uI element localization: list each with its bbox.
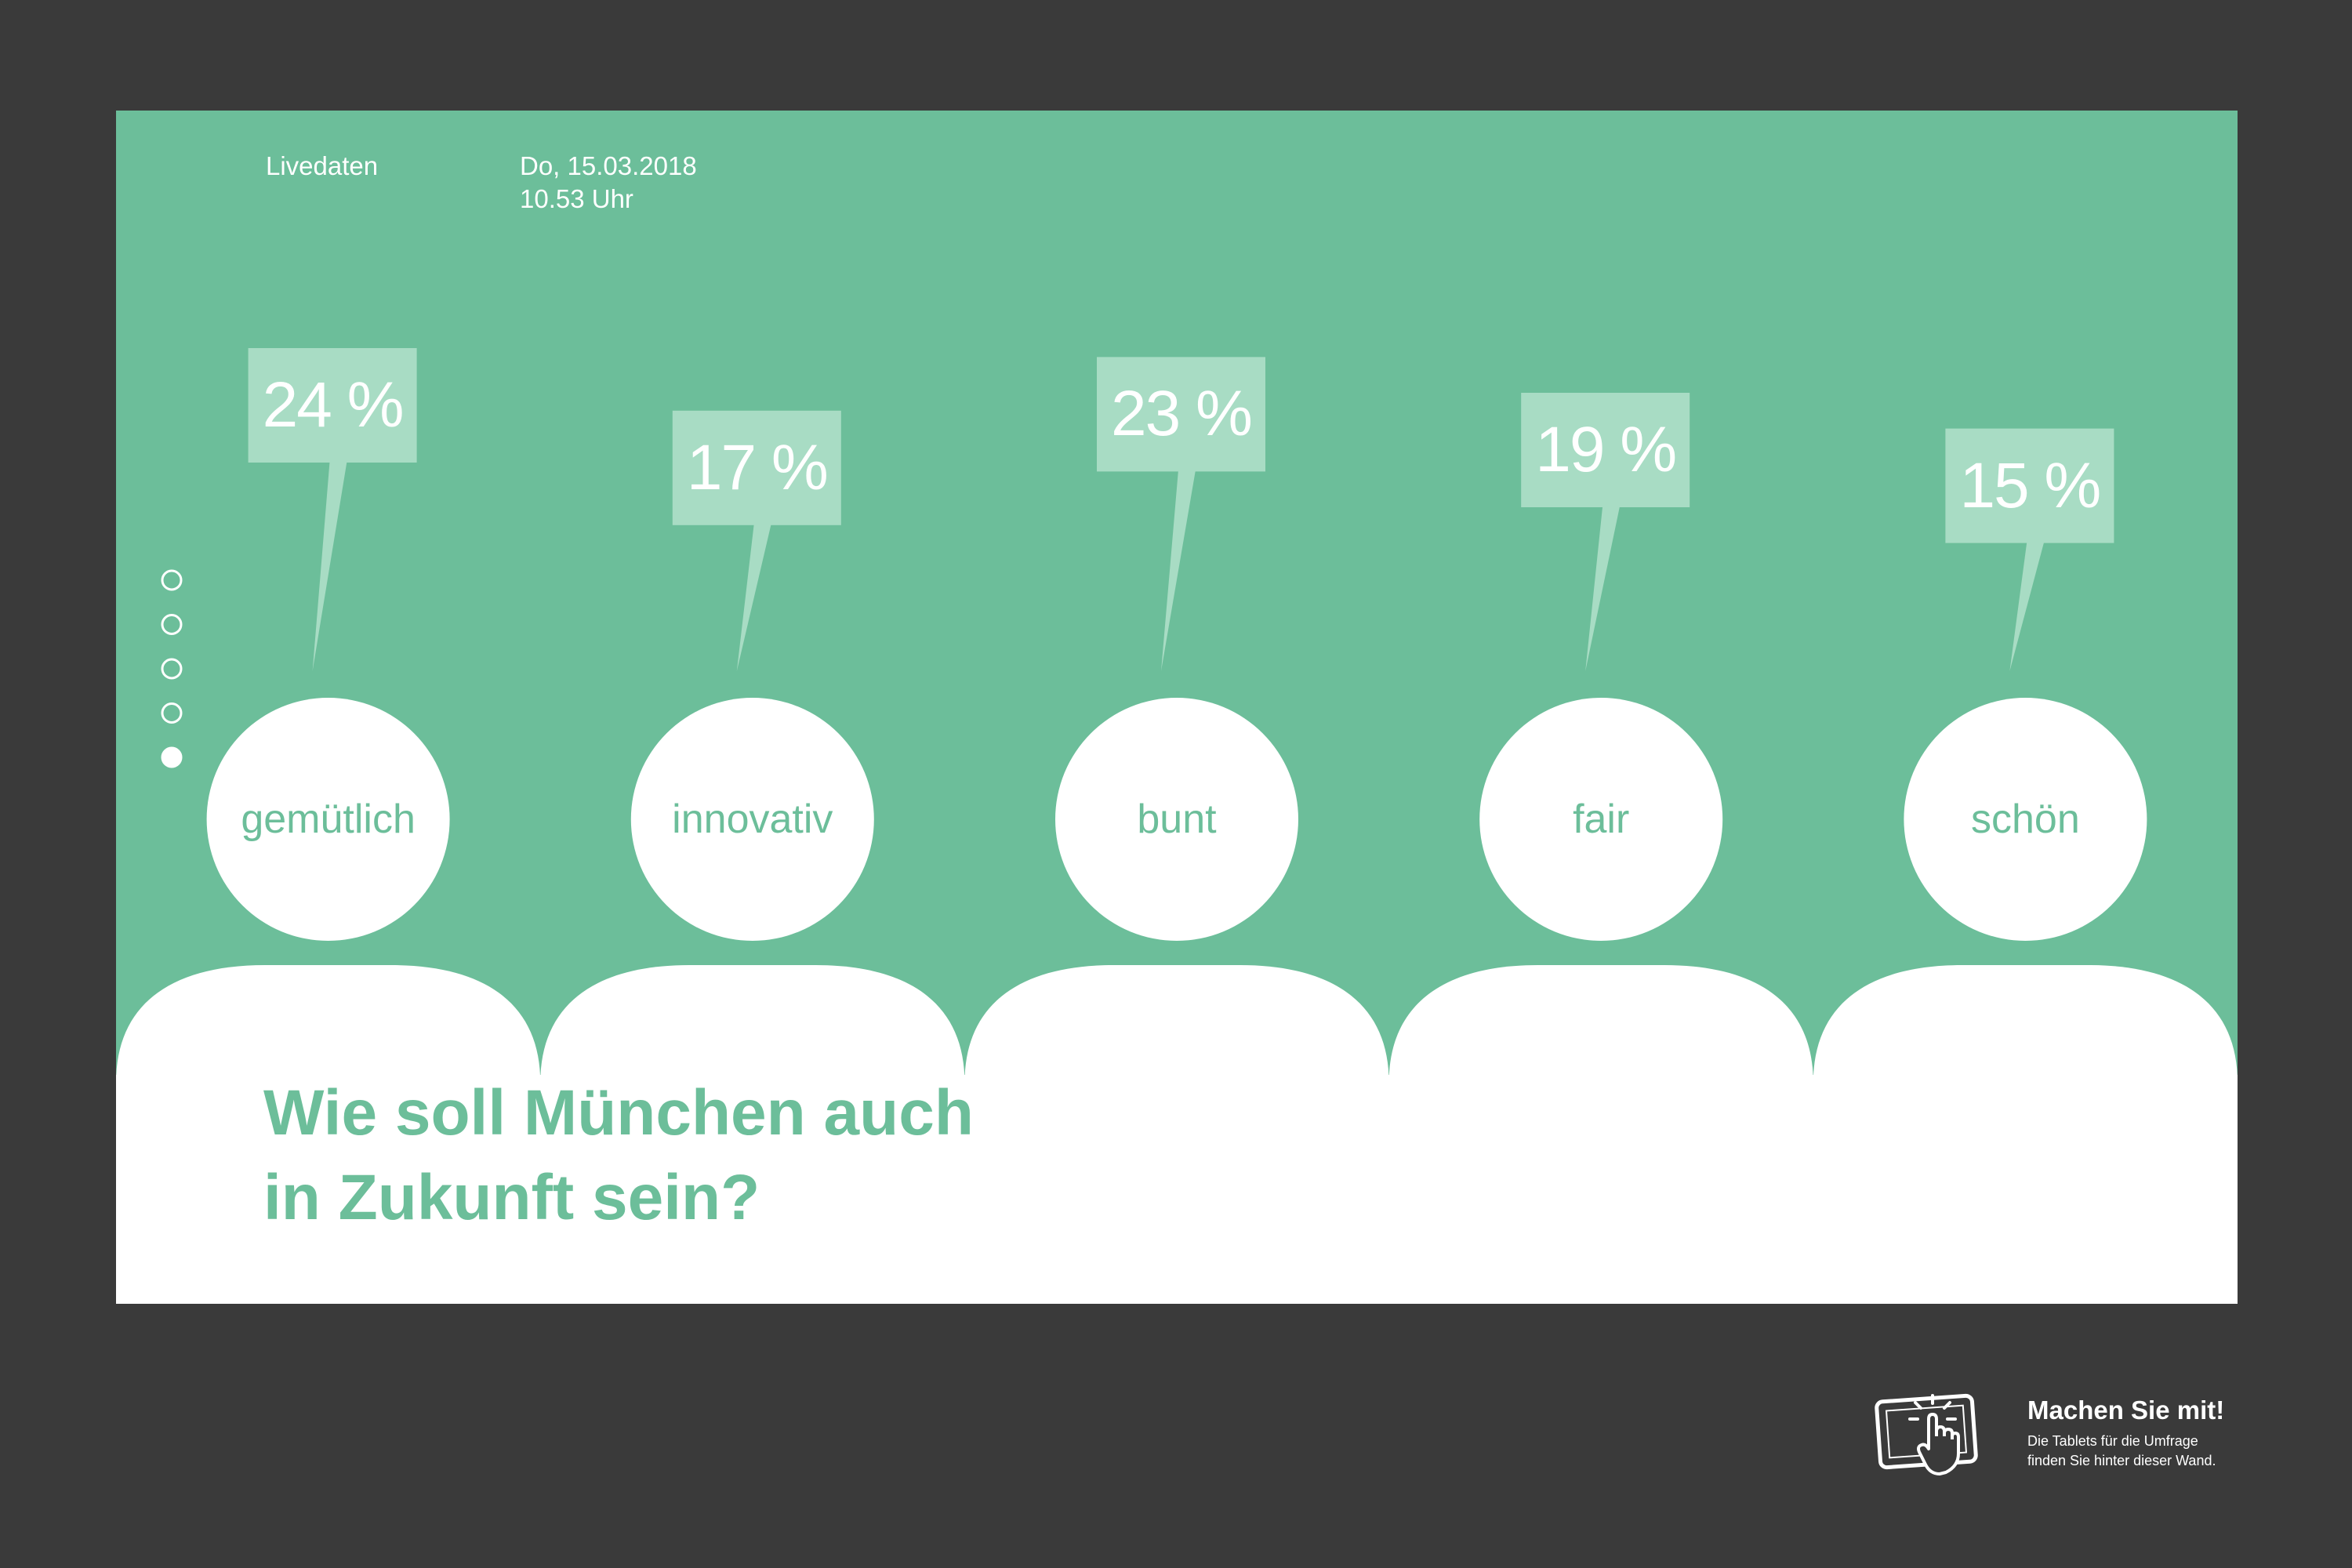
figure-head xyxy=(206,698,450,941)
date-text: Do, 15.03.2018 xyxy=(520,151,697,180)
cta-line-2: finden Sie hinter dieser Wand. xyxy=(2027,1453,2216,1468)
question-line-2: in Zukunft sein? xyxy=(263,1162,760,1233)
figure-body xyxy=(1813,965,2238,1304)
speech-bubble xyxy=(248,348,417,463)
speech-bubble-tail xyxy=(1585,506,1621,671)
value-label: 17 % xyxy=(686,431,829,503)
figure-body xyxy=(1388,965,1813,1304)
live-data-label: Livedaten xyxy=(266,151,379,180)
survey-screen: Livedaten Do, 15.03.2018 10.53 Uhr 24 % g… xyxy=(116,111,2238,1304)
cta-line-1: Die Tablets für die Umfrage xyxy=(2027,1433,2198,1449)
category-label: innovativ xyxy=(672,797,833,842)
figures-layer xyxy=(116,348,2238,1304)
figure-body xyxy=(964,965,1389,1304)
speech-bubble-tail xyxy=(736,523,771,671)
figure-head xyxy=(630,698,874,941)
speech-bubble xyxy=(1097,357,1265,472)
figure-head xyxy=(1479,698,1723,941)
pager-dot-active[interactable] xyxy=(161,746,183,768)
value-label: 23 % xyxy=(1111,378,1253,450)
value-label: 19 % xyxy=(1535,414,1677,485)
speech-bubble xyxy=(672,410,841,525)
pager-dot[interactable] xyxy=(161,658,183,680)
tablet-touch-icon xyxy=(1875,1393,1978,1475)
timestamp: Do, 15.03.2018 10.53 Uhr xyxy=(520,150,697,216)
pager-dot[interactable] xyxy=(161,614,183,635)
call-to-action: Machen Sie mit! Die Tablets für die Umfr… xyxy=(1874,1388,2250,1482)
value-label: 15 % xyxy=(1959,449,2101,521)
question-line-1: Wie soll München auch xyxy=(263,1077,974,1149)
cta-title: Machen Sie mit! xyxy=(2027,1396,2225,1425)
category-label: bunt xyxy=(1137,797,1217,842)
category-label: gemütlich xyxy=(241,797,416,842)
time-text: 10.53 Uhr xyxy=(520,184,633,213)
question-title: Wie soll München auch in Zukunft sein? xyxy=(263,1071,974,1240)
category-label: fair xyxy=(1573,797,1630,842)
pager[interactable] xyxy=(161,569,183,768)
figures xyxy=(116,698,2238,1304)
pager-dot[interactable] xyxy=(161,702,183,724)
speech-bubble-tail xyxy=(2009,541,2045,671)
pager-dot[interactable] xyxy=(161,569,183,591)
figure-body xyxy=(116,965,541,1304)
figure-head xyxy=(1055,698,1298,941)
speech-bubble-tail xyxy=(1161,470,1196,671)
speech-bubbles xyxy=(248,348,2114,671)
value-label: 24 % xyxy=(262,369,405,441)
speech-bubble xyxy=(1521,393,1690,507)
speech-bubble xyxy=(1945,428,2114,543)
figure-head xyxy=(1904,698,2147,941)
figure-body xyxy=(540,965,965,1304)
category-label: schön xyxy=(1971,797,2080,842)
speech-bubble-tail xyxy=(312,461,347,671)
cta-text: Die Tablets für die Umfrage finden Sie h… xyxy=(2027,1432,2216,1471)
